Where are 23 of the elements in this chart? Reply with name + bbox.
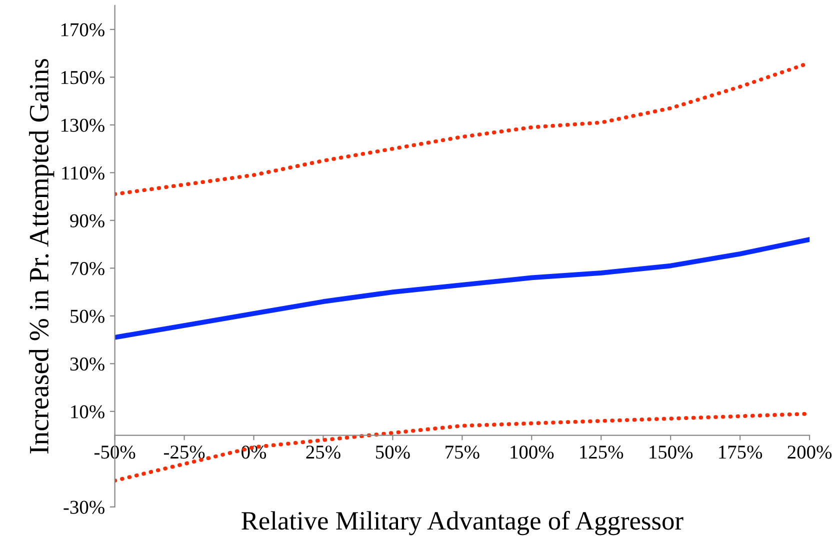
x-tick-label: 75% (446, 446, 480, 459)
y-tick-label: -30% (64, 500, 104, 514)
x-tick-label: 200% (788, 446, 832, 459)
y-tick-label: 110% (62, 166, 104, 180)
x-tick-label: 50% (376, 446, 410, 459)
x-tick-label: 175% (719, 446, 762, 459)
x-tick-label: 25% (306, 446, 340, 459)
y-axis-title: Increased % in Pr. Attempted Gains (28, 58, 54, 454)
x-axis-title: Relative Military Advantage of Aggressor (242, 510, 684, 536)
y-tick-label: 10% (71, 405, 104, 418)
y-tick-label: 90% (70, 214, 104, 228)
y-tick-label: 170% (61, 23, 104, 36)
x-tick-label: -50% (94, 446, 136, 459)
y-tick-label: 30% (70, 357, 104, 371)
line-series (114, 237, 810, 340)
y-tick-label: 50% (70, 310, 104, 323)
y-tick-label: 130% (61, 118, 104, 132)
y-tick-label: 150% (61, 70, 104, 84)
x-tick-label: 125% (580, 446, 624, 459)
x-tick-label: 150% (650, 446, 693, 459)
x-tick-label: 100% (510, 446, 554, 459)
y-tick-label: 70% (70, 262, 104, 276)
x-tick-label: -25% (164, 446, 205, 459)
